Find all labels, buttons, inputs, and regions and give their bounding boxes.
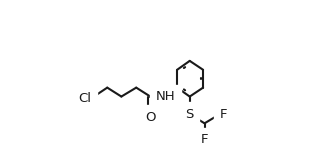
Text: S: S xyxy=(186,108,194,121)
Text: Cl: Cl xyxy=(79,92,92,105)
Text: F: F xyxy=(201,133,208,146)
Text: F: F xyxy=(220,108,227,121)
Text: O: O xyxy=(145,111,156,124)
Text: NH: NH xyxy=(156,90,175,103)
